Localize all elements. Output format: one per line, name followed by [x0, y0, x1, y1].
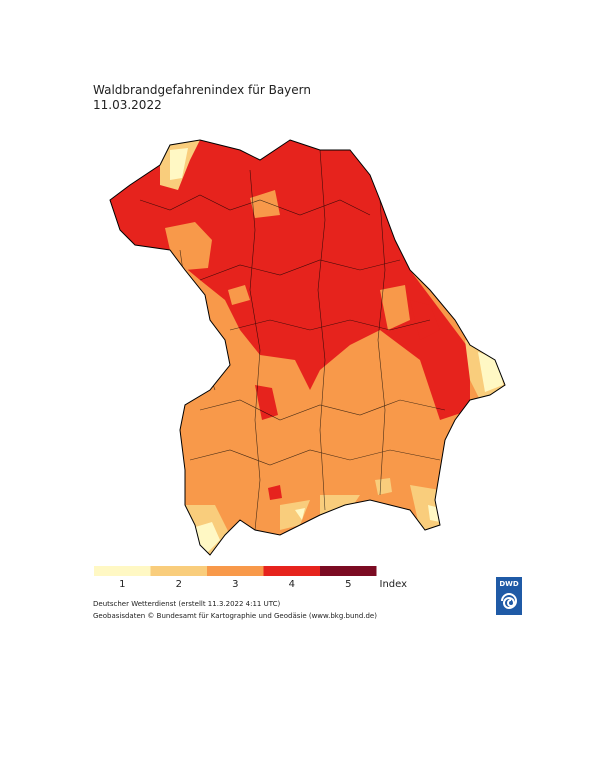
map-regions — [110, 140, 505, 555]
region — [110, 140, 470, 420]
region — [165, 190, 410, 330]
legend-swatch — [150, 566, 207, 576]
legend-label: 5 — [345, 579, 351, 590]
map-title: Waldbrandgefahrenindex für Bayern — [93, 83, 311, 97]
legend-swatch — [207, 566, 264, 576]
legend-swatch — [320, 566, 377, 576]
dwd-logo: DWD — [496, 577, 522, 615]
legend: 1 2 3 4 5 Index — [94, 566, 407, 590]
map-date: 11.03.2022 — [93, 98, 162, 112]
legend-unit: Index — [380, 579, 408, 590]
legend-label: 4 — [289, 579, 295, 590]
district-lines — [139, 149, 446, 531]
legend-label: 2 — [176, 579, 182, 590]
logo-text: DWD — [499, 580, 519, 588]
legend-swatch — [94, 566, 151, 576]
credit-line: Deutscher Wetterdienst (erstellt 11.3.20… — [93, 600, 280, 608]
region — [160, 140, 505, 555]
region — [255, 300, 440, 500]
legend-swatch — [263, 566, 320, 576]
credit-line: Geobasisdaten © Bundesamt für Kartograph… — [93, 612, 377, 620]
legend-label: 3 — [232, 579, 238, 590]
legend-label: 1 — [119, 579, 125, 590]
logo-spiral — [501, 593, 517, 610]
